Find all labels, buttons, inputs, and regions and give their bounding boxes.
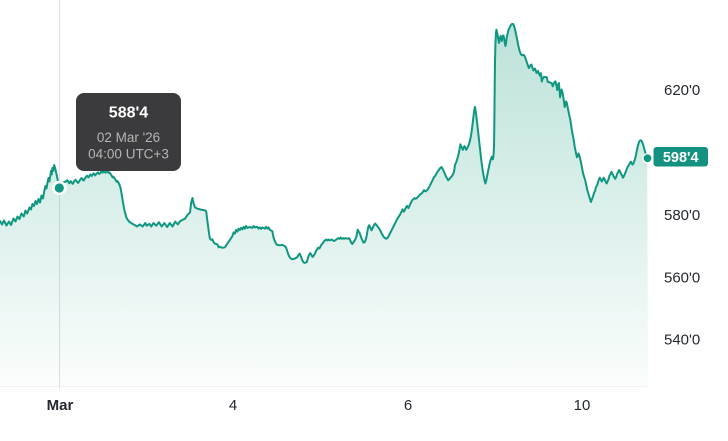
svg-text:540'0: 540'0: [664, 332, 700, 349]
svg-text:598'4: 598'4: [663, 150, 699, 166]
svg-text:588'4: 588'4: [109, 105, 149, 122]
svg-text:10: 10: [574, 397, 591, 414]
svg-text:04:00 UTC+3: 04:00 UTC+3: [88, 147, 169, 162]
svg-text:6: 6: [404, 397, 412, 414]
svg-text:580'0: 580'0: [664, 207, 700, 224]
svg-text:4: 4: [229, 397, 237, 414]
svg-text:560'0: 560'0: [664, 270, 700, 287]
svg-text:02 Mar '26: 02 Mar '26: [97, 130, 160, 145]
svg-text:620'0: 620'0: [664, 82, 700, 99]
svg-text:Mar: Mar: [47, 397, 74, 414]
